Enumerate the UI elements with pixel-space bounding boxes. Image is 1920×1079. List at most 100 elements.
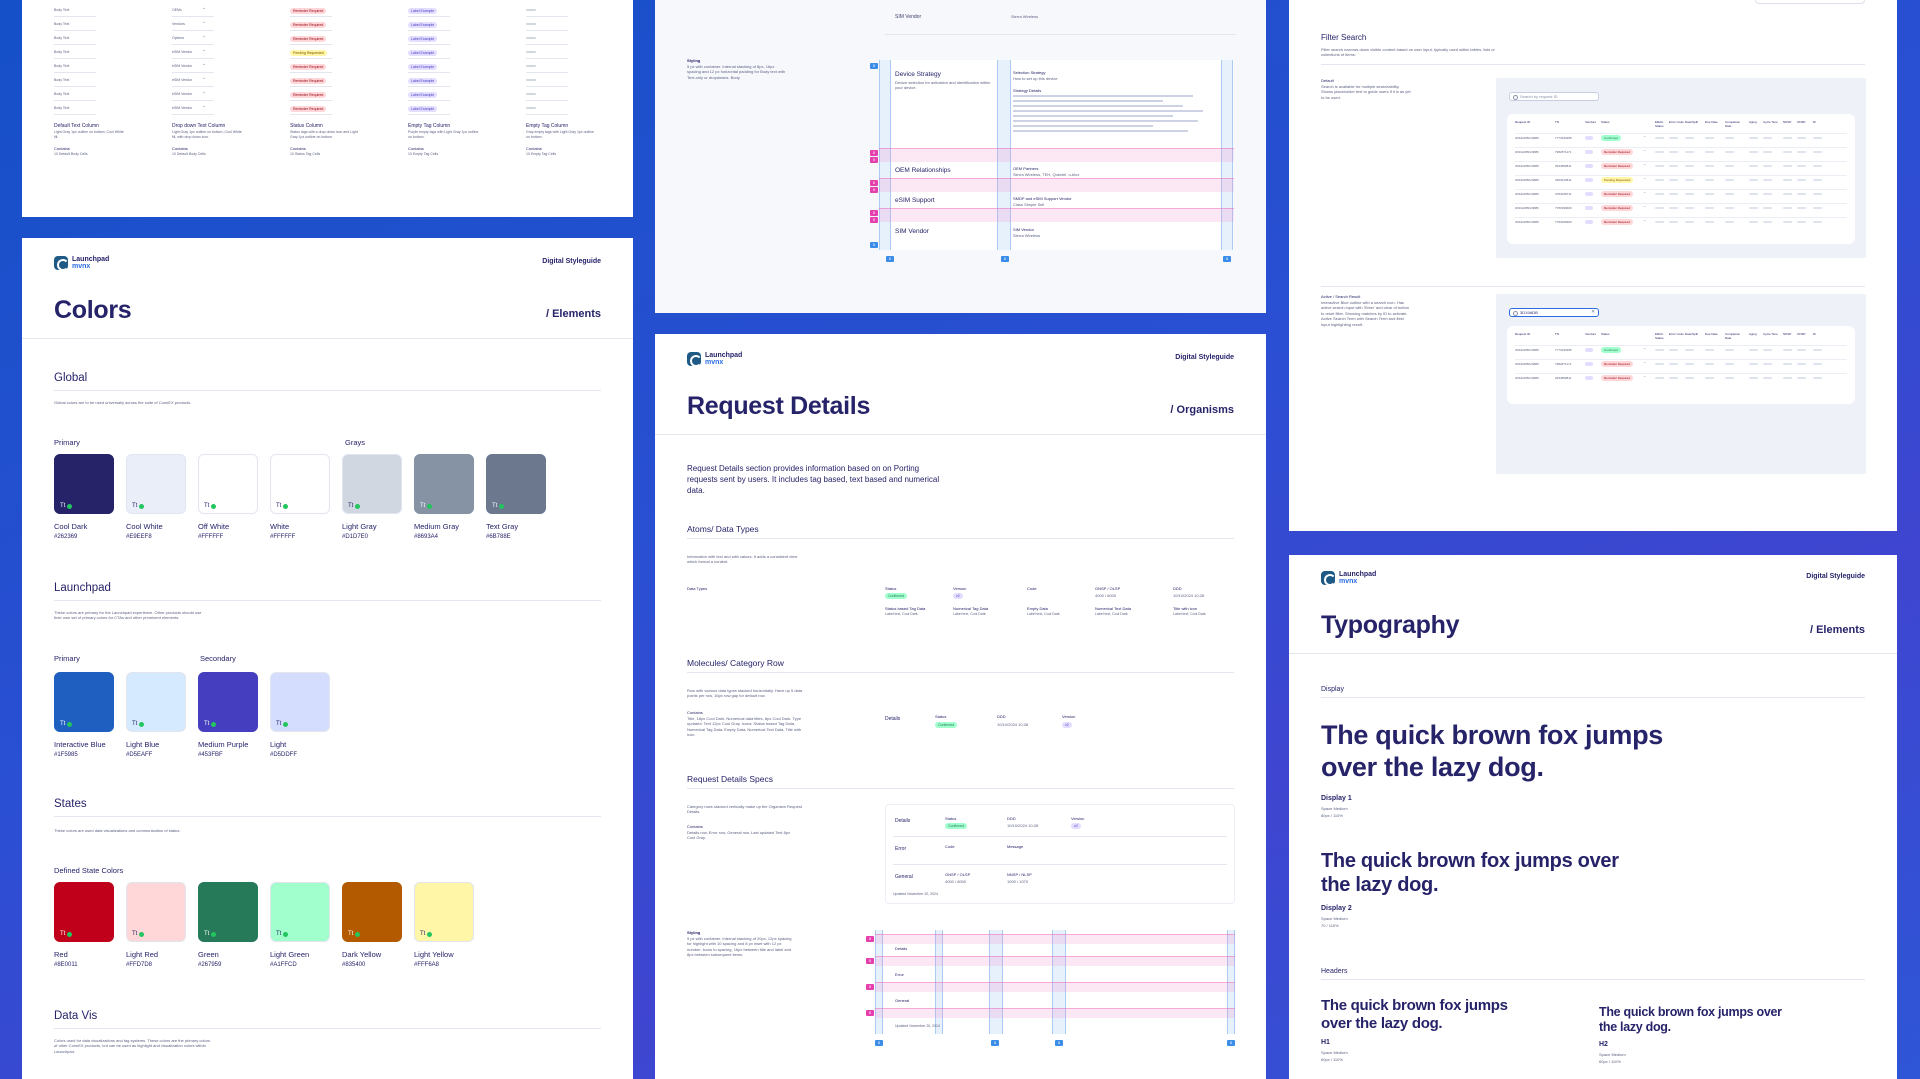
filter-heading: Filter Search — [1321, 33, 1367, 42]
swatch-contrast-sample: Tt — [204, 503, 217, 509]
data-type-value: 4000 / 8000 — [1095, 593, 1117, 598]
specs-desc: Category rows stacked vertically make up… — [687, 804, 802, 815]
vendor-tag — [1585, 206, 1593, 210]
color-swatch: Tt — [198, 454, 258, 514]
clear-search-icon[interactable]: ✕ — [1591, 309, 1596, 315]
column-contains-label: Contains — [408, 146, 424, 151]
cell-placeholder — [1783, 363, 1792, 365]
swatch-contrast-sample: Tt — [420, 931, 433, 937]
swatch-name: Off White — [198, 522, 230, 531]
dropdown-cell[interactable]: Vendors — [172, 22, 185, 26]
row-status-tag: Confirmed — [935, 722, 958, 728]
body-cell: Body Text — [54, 106, 70, 110]
selection-strategy-label: Selection Strategy — [1013, 70, 1046, 75]
table-row[interactable]: 3D19ADBF24B86 7783398483 Reminder Required… — [1507, 217, 1855, 228]
table-row[interactable]: 3D19ADBF24B86 7773349385 Confirmed ⌄ — [1507, 133, 1855, 144]
cell-placeholder — [1725, 151, 1734, 153]
spec-grid-frame — [875, 930, 1235, 1034]
table-row[interactable]: 3D19ADBF24B86 7982871171 Reminder Required… — [1507, 359, 1855, 370]
empty-tag: Label Example — [408, 8, 438, 14]
vendor-tag — [1585, 150, 1593, 154]
status-tag: Reminder Required — [290, 78, 327, 84]
contrast-text: Tt — [60, 503, 66, 509]
breadcrumb: / Elements — [1809, 624, 1865, 636]
cell-placeholder — [1749, 193, 1758, 195]
dropdown-cell[interactable]: eSIM Vendor — [172, 78, 193, 82]
dropdown-cell[interactable]: OEMs — [172, 8, 182, 12]
table-row[interactable]: 3D19ADBF24B86 3934858811 Reminder Required… — [1507, 373, 1855, 384]
status-tag: Reminder Required — [1601, 191, 1634, 197]
dropdown-cell[interactable]: eSIM Vendor — [172, 50, 193, 54]
table-header-cell: Date/Split — [1685, 120, 1699, 124]
swatch-name: Light Gray — [342, 522, 377, 531]
secondary-label: Secondary — [200, 654, 236, 663]
spec-cell-label: GNSP / OLSP — [945, 872, 971, 877]
active-search-input[interactable]: 3D19ADB — [1509, 308, 1599, 317]
cell-placeholder — [1725, 349, 1734, 351]
check-icon — [283, 931, 289, 937]
data-type-label: Code — [1027, 586, 1037, 591]
swatch-contrast-sample: Tt — [276, 931, 289, 937]
display1-size: 80px / 110% — [1321, 813, 1343, 818]
cell-placeholder — [1669, 165, 1678, 167]
empty-gray-tag — [526, 107, 536, 109]
table-row[interactable]: 3D19ADBF24B86 7773349385 Confirmed ⌄ — [1507, 345, 1855, 356]
swatch-name: Light — [270, 740, 287, 749]
swatch-hex: #D1D7E0 — [342, 534, 369, 540]
swatch-hex: #1F5985 — [54, 752, 78, 758]
cell-placeholder — [1813, 363, 1822, 365]
cell-placeholder — [1705, 151, 1714, 153]
chevron-down-icon: ⌄ — [202, 47, 207, 53]
dropdown-cell[interactable]: eSIM Vendor — [172, 92, 193, 96]
swatch-contrast-sample: Tt — [132, 721, 145, 727]
headers-label: Headers — [1321, 968, 1348, 975]
search-input[interactable]: Search by request ID — [1509, 92, 1599, 101]
cell-placeholder — [1813, 151, 1822, 153]
column-contains: 10 Status Tag Cells — [290, 152, 321, 156]
vendor-tag — [1585, 192, 1593, 196]
empty-gray-tag — [526, 65, 536, 67]
data-type-label: GNSP / OLSP — [1095, 586, 1121, 591]
logo-bottom-text: mvnx — [1339, 578, 1358, 586]
cell-placeholder — [1797, 137, 1806, 139]
atoms-desc: Information with text and with values. I… — [687, 554, 798, 565]
table-row[interactable]: 3D19ADBF24B86 7982871171 Reminder Required… — [1507, 147, 1855, 158]
check-icon — [283, 503, 289, 509]
column-contains-label: Contains — [526, 146, 542, 151]
row-ddd-value: 10/10/2024 10:28 — [997, 722, 1029, 727]
status-tag: Reminder Required — [290, 106, 327, 112]
table-row[interactable]: 3D19ADBF24B86 4394919811 Pending Requested… — [1507, 175, 1855, 186]
table-row[interactable]: 3D19ADBF24B86 3934858811 Reminder Required… — [1507, 161, 1855, 172]
h1-font: Space Medium — [1321, 1050, 1348, 1055]
swatch-name: Text Gray — [486, 522, 519, 531]
dropdown-cell[interactable]: Options — [172, 36, 185, 40]
spec-cell-label: Status — [945, 816, 957, 821]
logo-bottom-text: mvnx — [705, 359, 724, 367]
dropdown-cell[interactable]: eSIM Vendor — [172, 64, 193, 68]
oem-partners-label: OEM Partners — [1013, 166, 1039, 171]
cell-placeholder — [1813, 377, 1822, 379]
color-swatch: Tt — [486, 454, 546, 514]
tn-cell: 7982871171 — [1555, 362, 1572, 366]
default-label: Default — [1321, 78, 1334, 83]
cell-placeholder — [1763, 179, 1772, 181]
spec-cell-label: Message — [1007, 844, 1024, 849]
table-row[interactable]: 3D19ADBF24B86 3784938711 Reminder Required… — [1507, 189, 1855, 200]
check-icon — [67, 931, 73, 937]
brand-logo: Launchpad mvnx — [687, 352, 742, 368]
data-type-value: Label text, Cool Dark — [1095, 612, 1128, 616]
sim-vendor-value-2: Sierra Wireless — [1013, 233, 1041, 238]
breadcrumb: / Organisms — [1170, 404, 1234, 416]
primary-label: Primary — [54, 438, 80, 447]
styling-label: Styling — [687, 58, 701, 63]
dropdown-cell[interactable]: eSIM Vendor — [172, 106, 193, 110]
spec-cell-value: 10/10/2024 10:28 — [1007, 823, 1039, 828]
color-swatch: Tt — [198, 882, 258, 942]
empty-tag: Label Example — [408, 22, 438, 28]
h2-sample: The quick brown fox jumps over the lazy … — [1599, 1005, 1782, 1034]
swatch-name: Light Yellow — [414, 950, 454, 959]
table-row[interactable]: 3D19ADBF24B86 7783398483 Reminder Required… — [1507, 203, 1855, 214]
active-desc: Interactive Blue outline with a search i… — [1321, 300, 1410, 327]
status-tag: Reminder Required — [290, 8, 327, 14]
contrast-text: Tt — [492, 503, 498, 509]
